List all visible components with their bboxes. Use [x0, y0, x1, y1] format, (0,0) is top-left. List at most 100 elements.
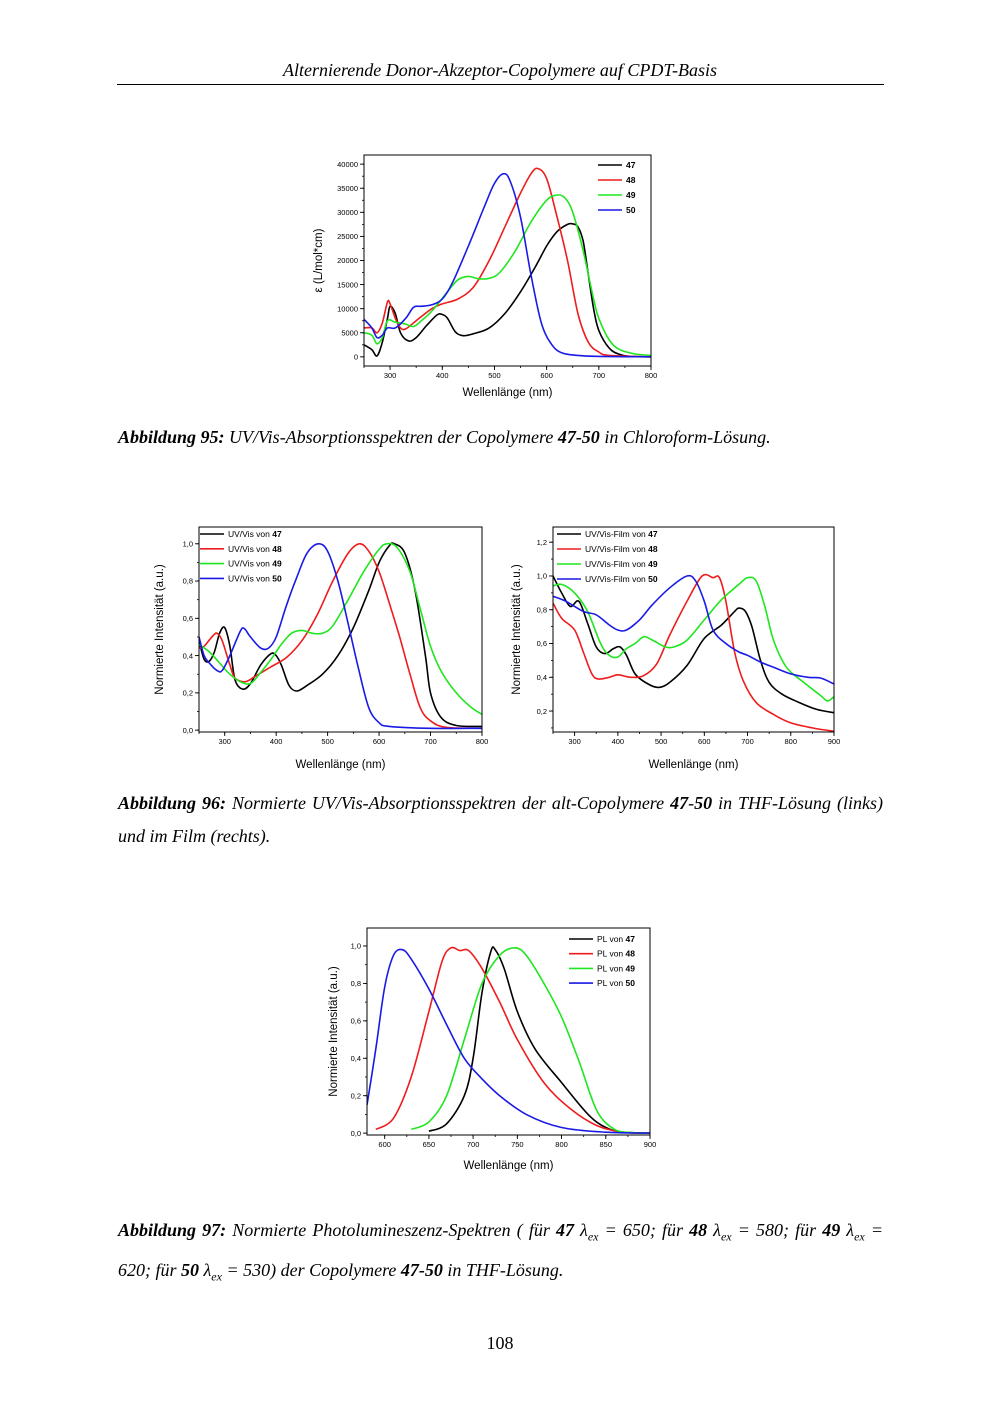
caption-text: ex — [720, 1229, 732, 1244]
y-tick-label: 40000 — [337, 160, 358, 169]
caption-text: Normierte Photolumineszenz-Spektren ( fü… — [226, 1220, 556, 1240]
x-tick-label: 300 — [568, 737, 581, 746]
series-line-50 — [553, 574, 834, 685]
y-tick-label: 0,2 — [351, 1091, 361, 1100]
series-line-47 — [553, 575, 834, 714]
series-line-47 — [428, 946, 650, 1134]
x-tick-label: 500 — [321, 737, 334, 746]
series-line-48 — [199, 542, 482, 730]
caption-bold-text: 50 — [694, 793, 713, 813]
x-tick-label: 650 — [423, 1140, 436, 1149]
legend-prefix: UV/Vis-Film von — [585, 529, 648, 539]
series-line-50 — [364, 172, 651, 358]
y-tick-label: 30000 — [337, 208, 358, 217]
legend-id: 50 — [626, 978, 636, 988]
legend-id: 49 — [648, 559, 658, 569]
legend-prefix: UV/Vis von — [228, 559, 272, 569]
series-line-47 — [199, 542, 482, 728]
y-axis-label: Normierte Intensität (a.u.) — [328, 966, 340, 1097]
chart-3: 600 650 700 750 800 850 900 0,0 0,2 0,4 0,6 0,8 1,0 P… — [328, 927, 656, 1172]
plot-frame — [198, 526, 483, 733]
caption-figure-96: Abbildung 96: Normierte UV/Vis-Absorptio… — [118, 787, 883, 853]
legend-entry-49: UV/Vis-Film von 49 — [585, 559, 658, 569]
legend-id: 48 — [626, 175, 636, 185]
running-header: Alternierende Donor-Akzeptor-Copolymere … — [282, 60, 718, 80]
series-line-49 — [553, 576, 834, 702]
legend-entry-50: UV/Vis von 50 — [228, 573, 282, 583]
x-tick-label: 400 — [436, 371, 449, 380]
legend-id: 48 — [626, 949, 636, 959]
x-tick-label: 700 — [741, 737, 754, 746]
x-tick-label: 800 — [476, 737, 489, 746]
legend-id: 49 — [272, 559, 282, 569]
x-axis-label: Wellenlänge (nm) — [649, 759, 739, 771]
y-axis-label: Normierte Intensität (a.u.) — [154, 564, 166, 695]
x-tick-label: 600 — [373, 737, 386, 746]
legend-entry-49: PL von 49 — [597, 963, 635, 973]
legend-id: 48 — [648, 544, 658, 554]
legend-prefix: PL von — [597, 934, 626, 944]
x-tick-label: 400 — [612, 737, 625, 746]
y-tick-label: 20000 — [337, 256, 358, 265]
legend-prefix: UV/Vis von — [228, 544, 272, 554]
legend-entry-48: UV/Vis von 48 — [228, 544, 282, 554]
series-line-48 — [375, 946, 650, 1134]
series-line-48 — [364, 167, 651, 358]
x-tick-label: 500 — [655, 737, 668, 746]
caption-bold-text: 47 — [670, 793, 689, 813]
y-tick-label: 25000 — [337, 232, 358, 241]
series-line-49 — [410, 946, 650, 1134]
x-tick-label: 700 — [424, 737, 437, 746]
x-tick-label: 800 — [785, 737, 798, 746]
x-tick-label: 600 — [540, 371, 553, 380]
y-tick-label: 0,4 — [183, 651, 193, 660]
y-tick-label: 0,2 — [537, 707, 547, 716]
caption-text: λ — [707, 1220, 721, 1240]
y-tick-label: 0,6 — [351, 1017, 361, 1026]
legend-id: 50 — [648, 574, 658, 584]
plot-frame — [552, 526, 835, 733]
caption-text: - — [688, 793, 695, 813]
legend-entry-50: PL von 50 — [597, 978, 635, 988]
caption-bold-text: 50 — [181, 1259, 199, 1280]
x-tick-label: 700 — [593, 371, 606, 380]
y-tick-label: 10000 — [337, 304, 358, 313]
caption-text: ex — [854, 1229, 865, 1244]
caption-bold-text: 47-50 — [557, 427, 600, 447]
legend-entry-50: UV/Vis-Film von 50 — [585, 574, 658, 584]
series-line-50 — [367, 948, 650, 1134]
caption-bold-text: 47 — [555, 1220, 574, 1240]
caption-bold-text: 49 — [822, 1220, 841, 1240]
header-rule — [117, 84, 884, 85]
legend-entry-47: PL von 47 — [597, 934, 635, 944]
caption-text: = 580; für — [731, 1220, 823, 1240]
caption-text: UV/Vis-Absorptionsspektren der Copolymer… — [224, 427, 558, 447]
y-tick-label: 0,8 — [183, 577, 193, 586]
x-tick-label: 800 — [555, 1140, 568, 1149]
y-tick-label: 1,2 — [537, 538, 547, 547]
caption-bold-text: Abbildung 96: — [118, 793, 226, 813]
series-line-49 — [199, 542, 482, 715]
caption-figure-95: Abbildung 95: UV/Vis-Absorptionsspektren… — [118, 421, 883, 454]
legend-id: 47 — [626, 160, 636, 170]
x-tick-label: 500 — [488, 371, 501, 380]
legend-prefix: UV/Vis von — [228, 573, 272, 583]
y-tick-label: 0,0 — [351, 1129, 361, 1138]
legend-id: 50 — [272, 573, 282, 583]
caption-bold-text: 48 — [689, 1220, 708, 1240]
x-tick-label: 300 — [384, 371, 397, 380]
legend-entry-48: PL von 48 — [597, 949, 635, 959]
x-axis-label: Wellenlänge (nm) — [463, 387, 553, 399]
x-tick-label: 850 — [600, 1140, 613, 1149]
legend-id: 49 — [626, 963, 636, 973]
x-tick-label: 700 — [467, 1140, 480, 1149]
legend-prefix: PL von — [597, 949, 626, 959]
x-axis-label: Wellenlänge (nm) — [296, 759, 386, 771]
caption-figure-97: Abbildung 97: Normierte Photolumineszenz… — [118, 1214, 883, 1293]
x-tick-label: 600 — [378, 1140, 391, 1149]
legend-id: 48 — [272, 544, 282, 554]
y-tick-label: 5000 — [341, 328, 358, 337]
page-number: 108 — [486, 1333, 514, 1353]
series-line-47 — [364, 222, 651, 358]
y-tick-label: 0,8 — [537, 605, 547, 614]
